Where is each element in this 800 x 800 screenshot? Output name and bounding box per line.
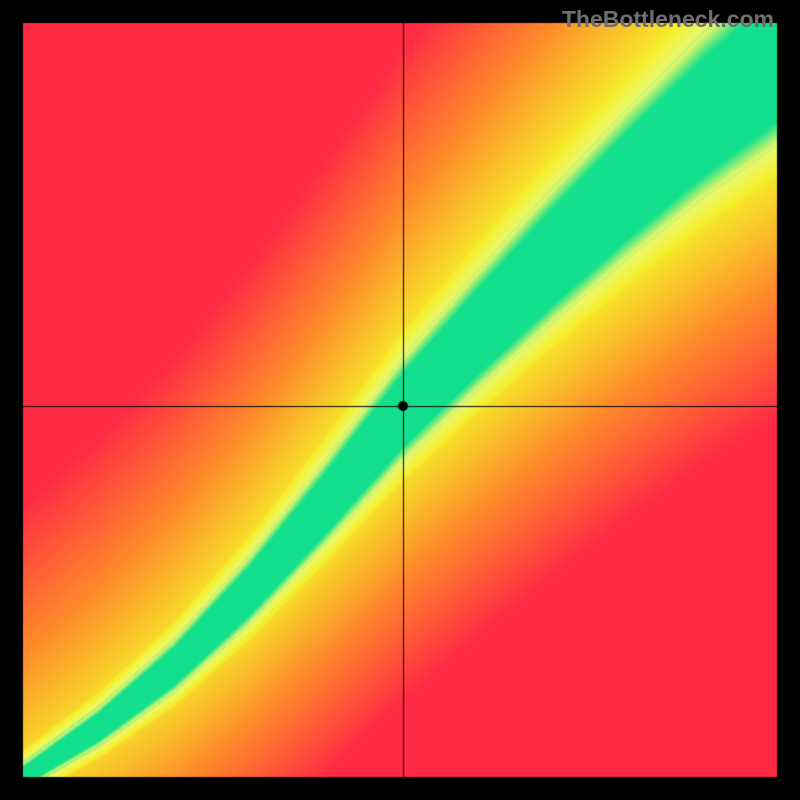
heatmap-canvas: [0, 0, 800, 800]
watermark-text: TheBottleneck.com: [562, 6, 774, 33]
bottleneck-heatmap-chart: [0, 0, 800, 800]
